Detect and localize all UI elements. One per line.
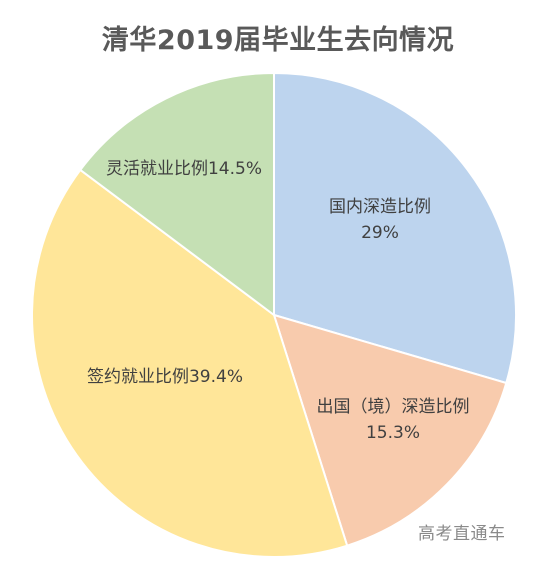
- slice-label-2: 出国（境）深造比例 15.3%: [317, 397, 470, 443]
- slice-name-1: 国内深造比例: [329, 197, 431, 217]
- slice-value-1: 29%: [361, 223, 399, 243]
- pie-slice-3: [31, 168, 349, 558]
- slice-label-1: 国内深造比例 29%: [329, 197, 431, 243]
- pie-slice-4: [78, 71, 275, 317]
- slice-label-3: 签约就业比例39.4%: [87, 367, 243, 387]
- pie-slice-2: [272, 313, 508, 547]
- chart-title: 清华2019届毕业生去向情况: [101, 25, 455, 56]
- slice-label-4: 灵活就业比例14.5%: [106, 159, 262, 179]
- watermark-text: 高考直通车: [418, 524, 506, 544]
- slice-name-2: 出国（境）深造比例: [317, 397, 470, 417]
- pie-slice-1: [273, 71, 517, 385]
- slice-value-2: 15.3%: [366, 423, 420, 443]
